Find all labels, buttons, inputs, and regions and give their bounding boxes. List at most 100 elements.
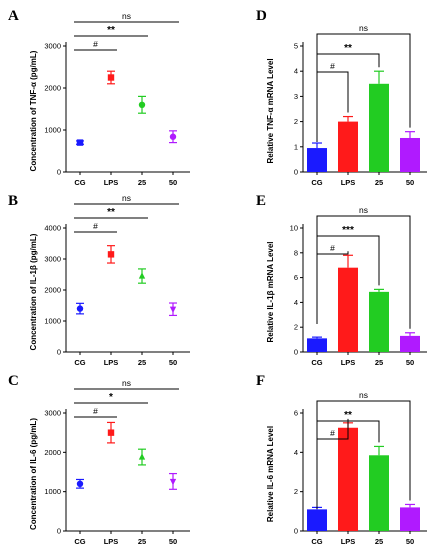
- y-tick-label-c-2: 2000: [44, 448, 61, 457]
- marker-b-lps: [107, 251, 115, 258]
- panel-label-f: F: [256, 373, 265, 389]
- panel-d: D 0 1 2 3 4 5 Relative TNF-α mRNA Level CG LPS 25 5…: [256, 8, 427, 187]
- x-tick-label-b-0: CG: [74, 358, 85, 367]
- y-tick-label-d-4: 4: [294, 67, 298, 76]
- y-tick-label-c-1: 1000: [44, 487, 61, 496]
- significance-label-a-2: ns: [122, 11, 131, 21]
- x-tick-label-c-1: LPS: [104, 537, 119, 546]
- bar-f-25: [369, 455, 389, 531]
- y-tick-label-e-2: 4: [294, 298, 298, 307]
- y-tick-label-b-2: 2000: [44, 286, 61, 295]
- significance-label-b-1: **: [107, 207, 115, 218]
- marker-a-50: [169, 133, 177, 140]
- marker-c-cg: [76, 480, 84, 487]
- bar-d-cg: [307, 148, 327, 172]
- significance-label-c-1: *: [109, 392, 113, 403]
- significance-label-f-2: ns: [359, 390, 368, 400]
- marker-c-lps: [107, 429, 115, 436]
- panel-label-d: D: [256, 8, 267, 24]
- bar-e-50: [400, 335, 420, 352]
- y-tick-label-a-2: 2000: [44, 84, 61, 93]
- y-tick-label-e-1: 2: [294, 323, 298, 332]
- y-tick-label-a-1: 1000: [44, 126, 61, 135]
- x-tick-label-f-0: CG: [311, 537, 322, 546]
- y-tick-label-d-2: 2: [294, 117, 298, 126]
- panel-c: C 0 1000 2000 3000 Concentration of IL-6 (pg/…: [8, 373, 190, 546]
- significance-label-a-1: **: [107, 25, 115, 36]
- bar-f-cg: [307, 509, 327, 531]
- y-tick-label-b-3: 3000: [44, 255, 61, 264]
- y-tick-label-f-3: 6: [294, 409, 298, 418]
- significance-label-e-0: #: [330, 243, 335, 253]
- significance-label-d-0: #: [330, 61, 335, 71]
- significance-bracket-e-2: [316, 215, 411, 329]
- x-tick-label-a-0: CG: [74, 178, 85, 187]
- panel-b: B 0 1000 2000 3000 4000 Concentration of IL-1β…: [8, 193, 190, 367]
- y-tick-label-b-4: 4000: [44, 224, 61, 233]
- significance-label-b-2: ns: [122, 193, 131, 203]
- y-axis-label-a: Concentration of TNF-α (pg/mL): [29, 50, 38, 171]
- significance-label-f-0: #: [330, 428, 335, 438]
- y-tick-label-a-3: 3000: [44, 42, 61, 51]
- marker-c-50: [169, 478, 177, 486]
- panel-label-c: C: [8, 373, 19, 389]
- significance-label-a-0: #: [93, 39, 98, 49]
- bar-d-lps: [338, 121, 358, 172]
- y-tick-label-b-1: 1000: [44, 317, 61, 326]
- y-tick-label-f-2: 4: [294, 448, 298, 457]
- y-axis-label-e: Relative IL-1β mRNA Level: [266, 241, 275, 342]
- x-tick-label-c-0: CG: [74, 537, 85, 546]
- x-tick-label-d-3: 50: [406, 178, 414, 187]
- panel-e: E 0 2 4 6 8 10 Relative IL-1β mRNA Level CG LPS 25…: [256, 193, 427, 367]
- significance-label-c-0: #: [93, 406, 98, 416]
- marker-a-cg: [76, 139, 84, 146]
- y-tick-label-e-4: 8: [294, 248, 298, 257]
- y-axis-label-d: Relative TNF-α mRNA Level: [266, 58, 275, 163]
- bar-e-lps: [338, 267, 358, 352]
- x-tick-label-e-2: 25: [375, 358, 383, 367]
- y-tick-label-d-5: 5: [294, 42, 298, 51]
- panel-a: A 0 1000 2000 3000 Concentration of TNF-α (pg…: [8, 8, 190, 187]
- significance-label-c-2: ns: [122, 378, 131, 388]
- significance-label-d-1: **: [344, 43, 352, 54]
- significance-bracket-d-2: [316, 33, 411, 128]
- significance-label-e-1: ***: [342, 225, 354, 236]
- panel-label-e: E: [256, 193, 266, 209]
- bar-d-25: [369, 83, 389, 172]
- y-axis-label-c: Concentration of IL-6 (pg/mL): [29, 418, 38, 530]
- x-tick-label-b-3: 50: [169, 358, 177, 367]
- y-tick-label-d-1: 1: [294, 142, 298, 151]
- marker-a-lps: [107, 74, 115, 81]
- marker-b-25: [138, 272, 146, 279]
- y-tick-label-d-0: 0: [294, 168, 298, 177]
- y-tick-label-c-0: 0: [57, 527, 61, 536]
- marker-b-50: [169, 306, 177, 314]
- marker-c-25: [138, 453, 146, 460]
- x-tick-label-f-1: LPS: [341, 537, 356, 546]
- x-tick-label-e-1: LPS: [341, 358, 356, 367]
- bar-e-cg: [307, 338, 327, 352]
- marker-b-cg: [76, 305, 84, 312]
- y-tick-label-f-0: 0: [294, 527, 298, 536]
- significance-label-b-0: #: [93, 221, 98, 231]
- significance-label-e-2: ns: [359, 205, 368, 215]
- significance-label-d-2: ns: [359, 23, 368, 33]
- y-tick-label-a-0: 0: [57, 168, 61, 177]
- bar-f-50: [400, 507, 420, 531]
- y-tick-label-e-5: 10: [290, 224, 298, 233]
- x-tick-label-c-2: 25: [138, 537, 146, 546]
- x-tick-label-d-2: 25: [375, 178, 383, 187]
- bar-f-lps: [338, 427, 358, 531]
- y-axis-label-f: Relative IL-6 mRNA Level: [266, 426, 275, 522]
- x-tick-label-a-3: 50: [169, 178, 177, 187]
- x-tick-label-b-2: 25: [138, 358, 146, 367]
- x-tick-label-f-2: 25: [375, 537, 383, 546]
- y-tick-label-b-0: 0: [57, 348, 61, 357]
- panel-f: F 0 2 4 6 Relative IL-6 mRNA Level CG LPS 25 50 # *…: [256, 373, 427, 546]
- x-tick-label-f-3: 50: [406, 537, 414, 546]
- panel-label-b: B: [8, 193, 18, 209]
- x-tick-label-d-1: LPS: [341, 178, 356, 187]
- x-tick-label-c-3: 50: [169, 537, 177, 546]
- y-tick-label-e-0: 0: [294, 348, 298, 357]
- marker-a-25: [138, 101, 146, 109]
